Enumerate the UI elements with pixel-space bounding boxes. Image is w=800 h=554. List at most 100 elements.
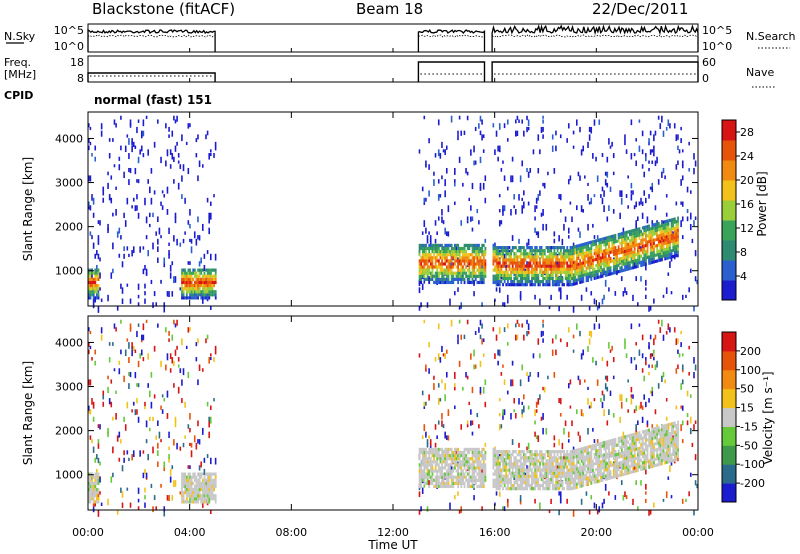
- velocity-cell: [136, 398, 138, 404]
- power-cell: [455, 253, 458, 257]
- power-cell: [447, 205, 450, 213]
- velocity-cell: [134, 371, 137, 379]
- velocity-cell: [556, 471, 559, 475]
- power-cell: [661, 227, 663, 231]
- power-cell: [661, 248, 663, 252]
- velocity-cell: [595, 452, 598, 456]
- power-cell: [614, 240, 617, 244]
- velocity-cell: [577, 469, 580, 473]
- velocity-cell: [97, 475, 100, 479]
- power-cell: [596, 306, 599, 311]
- velocity-cell: [192, 472, 195, 476]
- velocity-cell: [558, 474, 561, 478]
- power-cell: [609, 235, 612, 239]
- power-cell: [526, 261, 528, 266]
- power-cell: [444, 277, 447, 281]
- velocity-cell: [494, 460, 496, 464]
- power-cell: [436, 259, 439, 263]
- velocity-cell: [439, 357, 442, 363]
- velocity-cell: [142, 450, 145, 454]
- velocity-cell: [211, 481, 214, 485]
- power-cell: [428, 265, 431, 269]
- date-title: 22/Dec/2011: [592, 0, 689, 18]
- power-cell: [426, 246, 429, 251]
- velocity-cell: [108, 398, 111, 405]
- power-cell: [498, 194, 501, 198]
- power-cell: [201, 290, 204, 294]
- velocity-cell: [471, 454, 474, 458]
- velocity-cell: [92, 500, 95, 504]
- power-cell: [439, 256, 442, 260]
- power-cell: [112, 138, 114, 142]
- velocity-cell: [168, 454, 170, 460]
- power-cell: [463, 262, 466, 266]
- power-cell: [206, 271, 209, 275]
- power-cell: [506, 294, 509, 299]
- velocity-cell: [584, 446, 586, 450]
- velocity-cell: [551, 474, 554, 478]
- power-cell: [665, 212, 668, 217]
- velocity-cell: [418, 466, 421, 470]
- power-cell: [632, 241, 634, 245]
- power-cell: [478, 274, 480, 278]
- velocity-cell: [444, 450, 447, 455]
- power-cell: [555, 264, 557, 268]
- power-cell: [648, 258, 651, 262]
- velocity-cell: [571, 465, 573, 469]
- power-cell: [436, 265, 439, 269]
- velocity-cell: [437, 353, 440, 361]
- velocity-cell: [470, 475, 472, 479]
- power-cell: [611, 247, 614, 251]
- power-cell: [423, 220, 426, 228]
- velocity-cell: [600, 454, 602, 458]
- power-cell: [460, 250, 463, 254]
- velocity-cell: [208, 481, 211, 485]
- velocity-cell: [564, 471, 567, 475]
- power-cell: [136, 194, 138, 200]
- power-cell: [576, 253, 578, 258]
- velocity-cell: [437, 450, 440, 455]
- power-cell: [468, 277, 471, 281]
- power-cell: [640, 254, 643, 258]
- power-cell: [611, 271, 614, 276]
- power-cell: [555, 252, 557, 256]
- power-cell: [457, 250, 460, 254]
- power-cell: [645, 262, 647, 266]
- velocity-cell: [580, 456, 583, 460]
- velocity-cell: [473, 349, 475, 357]
- power-cell: [659, 252, 662, 256]
- power-cell: [616, 267, 618, 271]
- velocity-cell: [88, 500, 90, 504]
- power-cell: [513, 283, 516, 287]
- power-cell: [675, 134, 678, 142]
- velocity-cell: [498, 487, 501, 491]
- velocity-cell: [441, 460, 443, 464]
- velocity-cell: [580, 459, 583, 463]
- power-cell: [181, 290, 183, 294]
- power-cell: [198, 277, 201, 281]
- power-cell: [463, 250, 466, 254]
- power-cell: [579, 175, 581, 181]
- power-cell: [664, 175, 666, 180]
- power-cell: [572, 260, 575, 265]
- power-cell: [189, 209, 191, 216]
- power-cell: [656, 253, 659, 257]
- power-cell: [553, 261, 556, 265]
- power-cell: [89, 290, 92, 294]
- velocity-cell: [521, 474, 524, 478]
- power-cell: [434, 274, 437, 278]
- power-cell: [206, 290, 209, 294]
- power-cell: [185, 277, 188, 281]
- power-cell: [539, 264, 541, 268]
- power-cell: [529, 258, 532, 262]
- velocity-cell: [458, 475, 461, 479]
- velocity-cell: [535, 483, 538, 488]
- velocity-cell: [474, 475, 477, 479]
- velocity-cell: [523, 465, 525, 469]
- velocity-cell: [153, 394, 156, 399]
- power-cell: [434, 280, 437, 285]
- power-cell: [492, 243, 495, 248]
- power-cell: [484, 246, 487, 251]
- velocity-cell: [523, 487, 525, 491]
- power-cell: [437, 149, 440, 157]
